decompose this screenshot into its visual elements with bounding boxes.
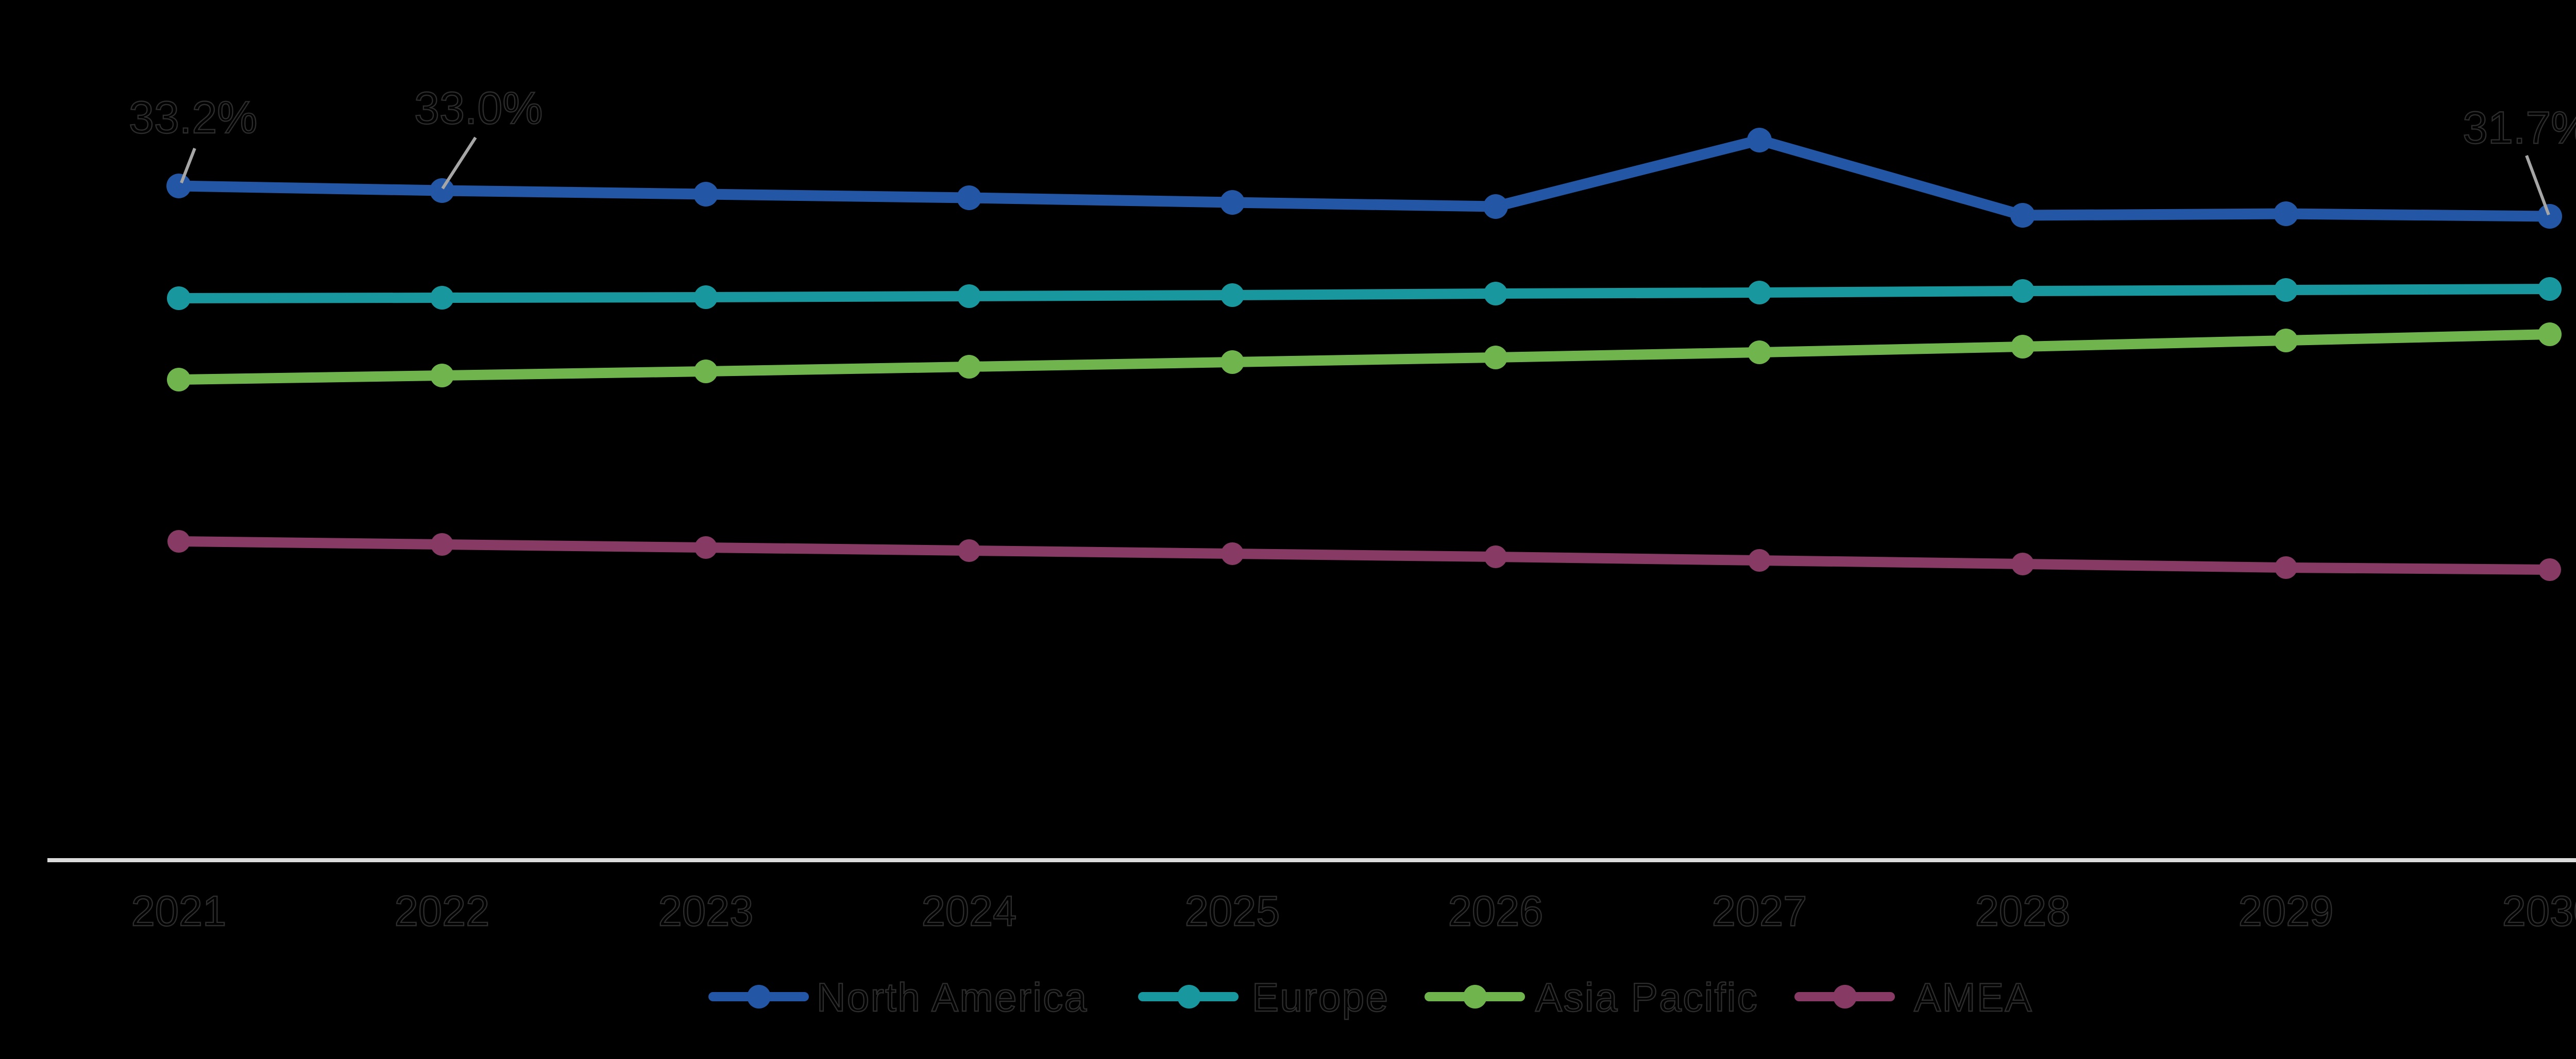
svg-text:2029: 2029 [2239,887,2334,935]
svg-text:2028: 2028 [1975,887,2071,935]
svg-text:2021: 2021 [131,887,227,935]
svg-text:33.2%: 33.2% [129,92,258,143]
svg-text:33.0%: 33.0% [414,82,543,133]
svg-text:Europe: Europe [1252,975,1389,1020]
svg-text:31.7%: 31.7% [2463,102,2576,153]
svg-text:2022: 2022 [395,887,490,935]
svg-text:2025: 2025 [1185,887,1280,935]
svg-text:2023: 2023 [658,887,754,935]
svg-text:North America: North America [817,975,1088,1020]
svg-text:2027: 2027 [1712,887,1807,935]
svg-text:Asia Pacific: Asia Pacific [1535,975,1758,1020]
svg-text:2030: 2030 [2502,887,2576,935]
svg-text:2026: 2026 [1448,887,1544,935]
svg-text:2024: 2024 [922,887,1017,935]
svg-text:AMEA: AMEA [1914,975,2033,1020]
